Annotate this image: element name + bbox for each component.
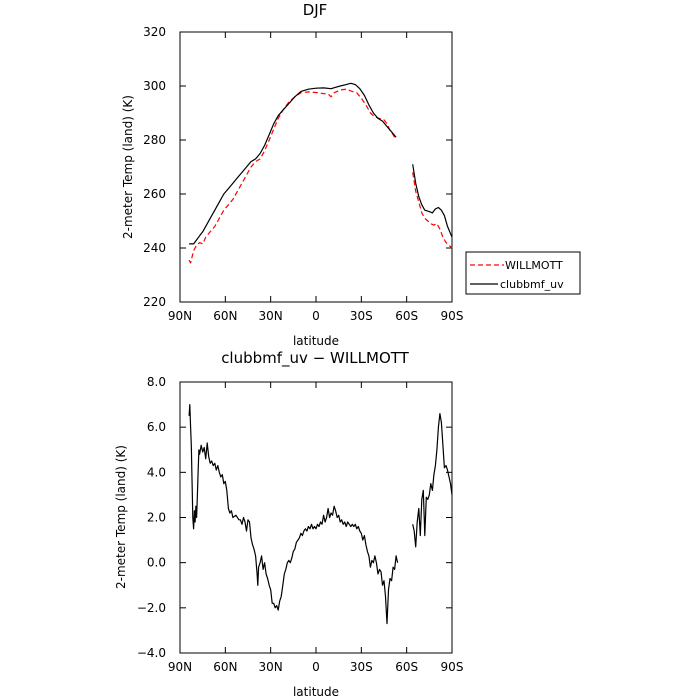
y-tick-label: 260 xyxy=(143,187,166,201)
y-axis-title: 2-meter Temp (land) (K) xyxy=(114,445,128,589)
x-tick-label: 60S xyxy=(395,660,418,674)
x-tick-label: 30S xyxy=(350,309,373,323)
panel-title: DJF xyxy=(303,1,328,19)
plot-frame xyxy=(179,381,453,654)
plot-frame xyxy=(179,31,453,303)
axis-ticks: 90N 60N 30N 0 30S 60S 90S 220 240 260 280 300 320 xyxy=(143,25,463,323)
legend-label-clubbmf-uv: clubbmf_uv xyxy=(500,278,564,291)
x-tick-label: 90N xyxy=(168,660,192,674)
series-line-clubbmf-uv xyxy=(189,82,397,245)
y-tick-label: 280 xyxy=(143,133,166,147)
y-tick-label: 240 xyxy=(143,241,166,255)
series-lines xyxy=(188,404,453,625)
panel-title: clubbmf_uv − WILLMOTT xyxy=(221,349,409,368)
legend: WILLMOTT clubbmf_uv xyxy=(465,251,581,295)
series-line-willmott xyxy=(188,88,397,264)
y-tick-label: 8.0 xyxy=(147,375,166,389)
axis-ticks: 90N 60N 30N 0 30S 60S 90S −4.0 −2.0 0.0 2.0 4.0 6.0 8… xyxy=(137,375,464,674)
difference-panel: clubbmf_uv − WILLMOTT 90N 60N 30N 0 30S 60S 90… xyxy=(114,349,463,699)
temperature-panel: DJF 90N 60N 30N 0 30S 60S 90S 220 240 260 280 300 32… xyxy=(121,1,463,348)
y-axis-title: 2-meter Temp (land) (K) xyxy=(121,95,135,239)
y-tick-label: 320 xyxy=(143,25,166,39)
x-tick-label: 30S xyxy=(350,660,373,674)
legend-box xyxy=(465,251,581,295)
y-tick-label: 4.0 xyxy=(147,465,166,479)
series-lines xyxy=(188,82,453,264)
y-tick-label: −2.0 xyxy=(137,601,166,615)
x-tick-label: 90N xyxy=(168,309,192,323)
legend-label-willmott: WILLMOTT xyxy=(505,259,563,272)
x-tick-label: 60N xyxy=(213,309,237,323)
y-tick-label: 220 xyxy=(143,295,166,309)
series-line-series-0 xyxy=(188,404,399,625)
x-tick-label: 30N xyxy=(259,309,283,323)
x-tick-label: 60N xyxy=(213,660,237,674)
x-tick-label: 30N xyxy=(259,660,283,674)
x-axis-title: latitude xyxy=(293,685,339,699)
series-line-clubbmf-uv xyxy=(412,164,453,238)
series-line-series-0 xyxy=(412,413,453,548)
x-tick-label: 90S xyxy=(441,309,464,323)
y-tick-label: 2.0 xyxy=(147,511,166,525)
x-tick-label: 0 xyxy=(312,660,320,674)
y-tick-label: 6.0 xyxy=(147,420,166,434)
x-tick-label: 0 xyxy=(312,309,320,323)
x-tick-label: 60S xyxy=(395,309,418,323)
series-line-willmott xyxy=(412,172,453,249)
y-tick-label: 0.0 xyxy=(147,556,166,570)
y-tick-label: −4.0 xyxy=(137,646,166,660)
x-tick-label: 90S xyxy=(441,660,464,674)
x-axis-title: latitude xyxy=(293,334,339,348)
y-tick-label: 300 xyxy=(143,79,166,93)
